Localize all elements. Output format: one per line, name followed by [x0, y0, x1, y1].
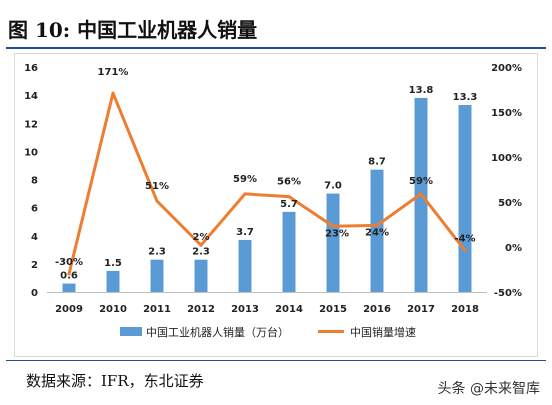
growth-point	[375, 223, 379, 227]
growth-value-label: 51%	[145, 181, 169, 192]
source-rule	[6, 360, 546, 361]
bar-value-label: 3.7	[236, 227, 254, 238]
growth-point	[155, 199, 159, 203]
growth-point	[199, 243, 203, 247]
bar	[458, 104, 472, 292]
x-tick-label: 2013	[231, 304, 259, 315]
x-tick-label: 2018	[451, 304, 479, 315]
bar	[326, 193, 340, 292]
growth-value-label: 23%	[325, 228, 349, 239]
x-axis: 2009 2010 2011 2012 2013 2014 2015 2016 2017 2018	[47, 292, 487, 315]
y-left-tick-label: 12	[24, 119, 38, 130]
growth-value-label: -4%	[454, 234, 475, 245]
growth-value-label: 24%	[365, 227, 389, 238]
watermark: 头条 @未来智库	[437, 381, 540, 397]
bar-value-label: 13.8	[409, 85, 434, 96]
x-tick-label: 2016	[363, 304, 391, 315]
title-rule	[6, 47, 546, 49]
y-left-tick-label: 16	[24, 63, 38, 74]
legend: 中国工业机器人销量（万台） 中国销量增速	[120, 325, 416, 339]
growth-point	[111, 91, 115, 95]
right-axis: -50% 0% 50% 100% 150% 200%	[491, 63, 522, 299]
x-tick-label: 2011	[143, 304, 171, 315]
growth-line	[67, 91, 467, 276]
bar	[282, 211, 296, 292]
x-tick-label: 2015	[319, 304, 347, 315]
growth-value-label: 171%	[98, 67, 129, 78]
x-tick-label: 2012	[187, 304, 215, 315]
bar	[238, 239, 252, 292]
y-left-tick-label: 6	[31, 204, 38, 215]
growth-value-label: 59%	[409, 176, 433, 187]
bar-value-label: 1.5	[104, 258, 122, 269]
growth-point	[331, 224, 335, 228]
line-series	[67, 91, 467, 276]
x-tick-label: 2017	[407, 304, 435, 315]
bar	[150, 259, 164, 292]
growth-value-label: 59%	[233, 174, 257, 185]
figure-title: 图 10: 中国工业机器人销量	[8, 18, 258, 42]
y-left-tick-label: 2	[31, 260, 38, 271]
y-left-tick-label: 0	[31, 288, 38, 299]
bar-value-label: 8.7	[368, 157, 386, 168]
legend-line-label: 中国销量增速	[350, 325, 416, 339]
data-labels: 0.6 1.5 2.3 2.3 3.7 5.7 7.0 8.7 13.8 13.3 -30% 171%…	[55, 67, 477, 281]
y-right-tick-label: 0%	[505, 243, 522, 254]
growth-value-label: -30%	[55, 257, 83, 268]
legend-bar-swatch	[120, 327, 142, 336]
bar-value-label: 13.3	[453, 92, 478, 103]
left-axis: 0 2 4 6 8 10 12 14 16	[24, 63, 38, 299]
growth-point	[287, 195, 291, 199]
bar-value-label: 2.3	[192, 247, 210, 258]
growth-point	[419, 192, 423, 196]
growth-point	[67, 272, 71, 276]
x-tick-label: 2009	[55, 304, 83, 315]
bar	[62, 283, 76, 292]
y-right-tick-label: 200%	[491, 63, 522, 74]
growth-value-label: 56%	[277, 177, 301, 188]
bar-value-label: 2.3	[148, 247, 166, 258]
y-left-tick-label: 8	[31, 176, 38, 187]
bar-series	[62, 97, 472, 292]
growth-point	[463, 249, 467, 253]
bar-value-label: 0.6	[60, 271, 78, 282]
bar	[370, 169, 384, 292]
bar-value-label: 7.0	[324, 181, 342, 192]
y-right-tick-label: 150%	[491, 108, 522, 119]
x-tick-label: 2010	[99, 304, 127, 315]
growth-point	[243, 192, 247, 196]
bar-value-label: 5.7	[280, 199, 298, 210]
y-left-tick-label: 14	[24, 91, 38, 102]
growth-value-label: 2%	[193, 232, 210, 243]
y-right-tick-label: 100%	[491, 153, 522, 164]
legend-bar-label: 中国工业机器人销量（万台）	[146, 325, 289, 339]
x-tick-label: 2014	[275, 304, 303, 315]
y-right-tick-label: -50%	[494, 288, 522, 299]
y-left-tick-label: 4	[31, 232, 38, 243]
y-left-tick-label: 10	[24, 147, 38, 158]
bar	[106, 270, 120, 292]
y-right-tick-label: 50%	[498, 198, 522, 209]
bar	[194, 259, 208, 292]
source-note: 数据来源：IFR，东北证券	[26, 372, 204, 390]
chart-frame	[14, 53, 538, 357]
